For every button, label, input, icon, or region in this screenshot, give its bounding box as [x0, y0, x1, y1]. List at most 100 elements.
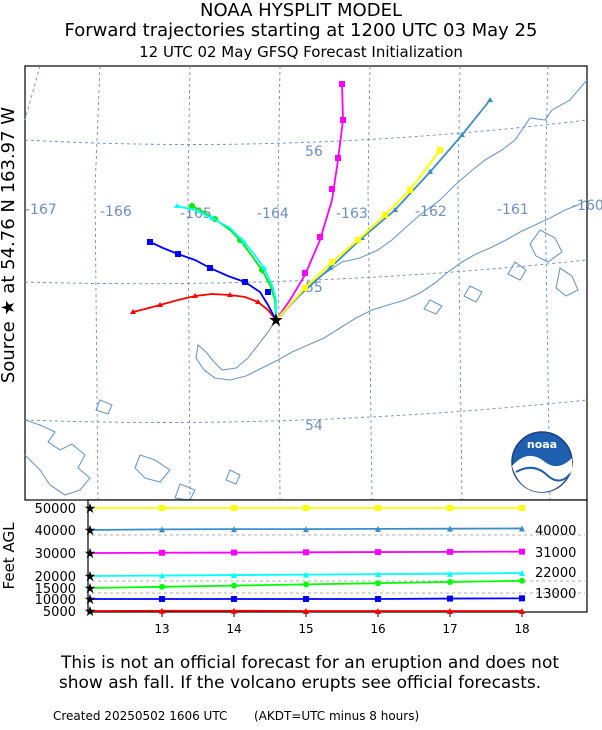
y-tick-2: 30000	[35, 547, 76, 562]
trajectory-blue	[147, 239, 277, 321]
y-tick-0: 50000	[35, 502, 76, 517]
start-star-icon-5: ★	[84, 523, 97, 539]
x-tick-0: 13	[154, 622, 169, 636]
noaa-logo-text: noaa	[527, 438, 557, 451]
height-point-2-5	[447, 579, 453, 585]
disclaimer-line-2: show ash fall. If the volcano erupts see…	[59, 673, 541, 693]
lon-label-3: -165	[180, 206, 212, 222]
created-timestamp: Created 20250502 1606 UTC	[53, 709, 227, 723]
x-tick-3: 16	[370, 622, 385, 636]
height-point-4-3	[303, 549, 309, 556]
height-point-4-1	[159, 549, 165, 556]
height-point-5-5	[447, 525, 453, 532]
lat-label-54: 54	[305, 418, 323, 434]
source-star-icon: ★	[268, 310, 284, 331]
height-point-3-6	[519, 570, 525, 577]
height-point-0-3	[303, 608, 309, 614]
timezone-note: (AKDT=UTC minus 8 hours)	[254, 709, 419, 723]
height-point-1-6	[519, 595, 525, 602]
height-point-4-4	[375, 549, 381, 556]
right-label-2: 22000	[535, 566, 576, 581]
start-star-icon-2: ★	[84, 581, 97, 597]
height-series: ★★★★★★★	[84, 501, 525, 620]
height-point-0-2	[231, 607, 237, 614]
height-point-6-1	[159, 505, 165, 511]
start-star-icon-0: ★	[84, 604, 97, 620]
height-frame	[87, 499, 588, 613]
height-point-2-6	[519, 577, 525, 584]
lon-label-8: -160	[572, 198, 602, 214]
start-star-icon-1: ★	[84, 592, 97, 608]
height-point-0-5	[447, 608, 453, 614]
lon-label-7: -161	[497, 202, 529, 218]
height-point-4-2	[231, 549, 237, 556]
right-labels: 40000 31000 22000 13000	[535, 524, 576, 602]
y-tick-4: 15000	[35, 582, 76, 597]
lon-label-4: -164	[257, 206, 289, 222]
height-point-1-5	[447, 595, 453, 602]
x-tick-1: 14	[226, 622, 241, 636]
title-line-2: Forward trajectories starting at 1200 UT…	[65, 20, 538, 41]
noaa-logo: noaa	[511, 431, 573, 493]
title-line-1: NOAA HYSPLIT MODEL	[200, 0, 402, 21]
height-point-3-4	[375, 571, 381, 578]
height-point-6-4	[375, 505, 381, 511]
height-point-2-1	[159, 583, 165, 590]
lon-label-6: -162	[415, 204, 447, 220]
trajectory-red	[130, 292, 277, 321]
right-label-1: 31000	[535, 546, 576, 561]
right-label-3: 13000	[535, 587, 576, 602]
start-star-icon-3: ★	[84, 569, 97, 585]
height-panel: Feet AGL 50000 40000 30000 2000015000100005…	[0, 499, 588, 636]
map-frame	[24, 65, 588, 501]
coastline	[24, 79, 588, 501]
height-point-5-1	[159, 526, 165, 533]
x-tick-4: 17	[442, 622, 457, 636]
height-point-5-2	[231, 526, 237, 533]
height-point-3-3	[303, 571, 309, 578]
lon-label-2: -166	[100, 204, 132, 220]
x-tick-2: 15	[298, 622, 313, 636]
lon-label-5: -163	[336, 206, 368, 222]
y-axis-label: Feet AGL	[0, 522, 18, 590]
x-tick-5: 18	[514, 622, 529, 636]
map-panel: -167 -166 -165 -164 -163 -162 -161 -160 …	[24, 65, 602, 501]
height-point-5-4	[375, 525, 381, 532]
trajectory-yellow	[275, 147, 443, 321]
map-graticule	[24, 65, 588, 501]
height-point-5-6	[519, 525, 525, 532]
height-point-0-4	[375, 608, 381, 614]
height-point-5-3	[303, 526, 309, 533]
height-point-6-6	[519, 505, 525, 511]
height-point-1-1	[159, 596, 165, 602]
height-point-2-4	[375, 580, 381, 587]
height-point-0-1	[159, 607, 165, 614]
y-tick-5: 10000	[35, 593, 76, 608]
y-tick-1: 40000	[35, 524, 76, 539]
height-point-3-2	[231, 572, 237, 579]
height-point-2-3	[303, 581, 309, 588]
height-point-4-5	[447, 548, 453, 555]
disclaimer-line-1: This is not an official forecast for an …	[60, 653, 559, 673]
y-tick-3: 20000	[35, 570, 76, 585]
x-tick-labels: 13 14 15 16 17 18	[154, 612, 530, 636]
height-point-6-2	[231, 505, 237, 511]
title-line-3: 12 UTC 02 May GFSQ Forecast Initializati…	[139, 43, 463, 61]
height-point-1-2	[231, 596, 237, 602]
height-point-1-4	[375, 596, 381, 602]
height-point-0-6	[519, 608, 525, 614]
trajectory-cyan	[174, 203, 277, 320]
source-location-label: Source ★ at 54.76 N 163.97 W	[0, 107, 19, 383]
height-point-1-3	[303, 596, 309, 602]
right-label-0: 40000	[535, 524, 576, 539]
height-point-3-1	[159, 572, 165, 579]
trajectory-magenta	[275, 81, 346, 321]
start-star-icon-6: ★	[84, 501, 97, 517]
start-star-icon-4: ★	[84, 546, 97, 562]
height-point-6-5	[447, 505, 453, 511]
height-point-3-5	[447, 570, 453, 577]
lat-label-56: 56	[305, 144, 323, 160]
height-point-2-2	[231, 582, 237, 589]
